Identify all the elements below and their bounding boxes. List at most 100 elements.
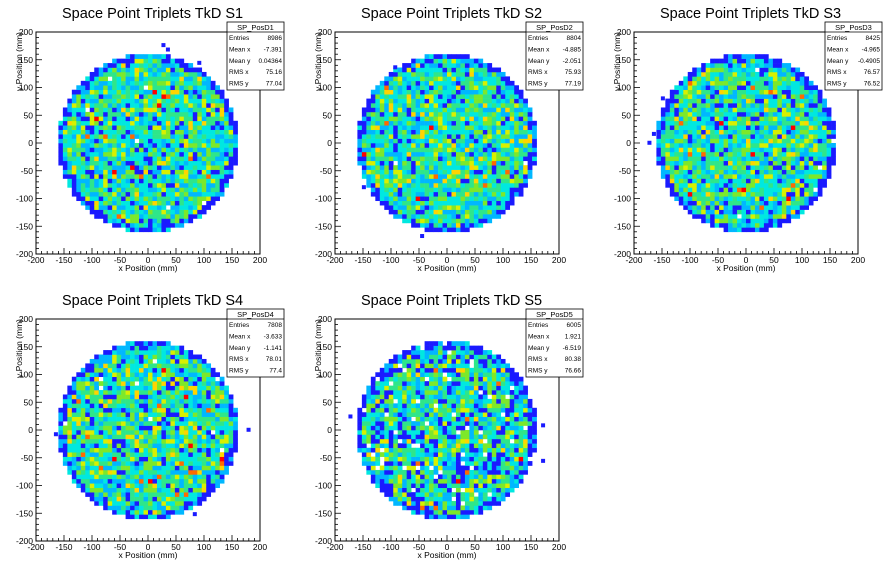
heatmap-bin [487, 165, 493, 170]
heatmap-bin [460, 178, 466, 184]
heatmap-bin [112, 398, 117, 404]
heatmap-bin [656, 134, 662, 139]
heatmap-bin [415, 156, 421, 162]
heatmap-bin [197, 111, 203, 117]
heatmap-bin [148, 80, 153, 86]
heatmap-bin [121, 509, 126, 515]
heatmap-bin [188, 111, 194, 117]
heatmap-bin [98, 174, 104, 179]
heatmap-bin [80, 196, 86, 202]
heatmap-bin [103, 116, 108, 122]
heatmap-bin [130, 421, 135, 426]
heatmap-bin [754, 80, 760, 86]
heatmap-bin [85, 425, 91, 431]
heatmap-bin [183, 218, 189, 224]
heatmap-bin [741, 134, 747, 139]
heatmap-bin [156, 385, 162, 391]
heatmap-bin [62, 165, 68, 170]
heatmap-bin [500, 103, 506, 108]
heatmap-bin [228, 174, 234, 179]
heatmap-bin [201, 151, 207, 157]
heatmap-bin [433, 174, 439, 179]
heatmap-bin [768, 80, 774, 86]
heatmap-bin [763, 214, 769, 219]
x-tick-label: 150 [225, 255, 239, 265]
heatmap-bin [89, 191, 95, 197]
heatmap-bin [125, 80, 131, 86]
heatmap-bin [188, 138, 194, 144]
heatmap-bin [228, 143, 234, 148]
heatmap-bin [429, 165, 434, 170]
heatmap-bin [473, 103, 479, 108]
heatmap-bin [415, 191, 421, 197]
heatmap-bin [759, 111, 765, 117]
heatmap-bin [71, 403, 77, 409]
heatmap-bin [125, 111, 131, 117]
heatmap-bin [402, 129, 407, 135]
heatmap-bin [728, 165, 733, 170]
heatmap-bin [505, 169, 511, 175]
heatmap-bin [719, 94, 724, 99]
heatmap-bin [148, 412, 153, 417]
heatmap-bin [116, 394, 122, 400]
heatmap-bin [174, 125, 180, 130]
heatmap-bin [71, 416, 77, 422]
heatmap-bin [772, 151, 778, 157]
heatmap-bin [201, 169, 207, 175]
heatmap-bin [714, 214, 720, 219]
heatmap-bin [683, 120, 689, 126]
heatmap-bin [799, 98, 805, 104]
heatmap-bin [130, 398, 135, 404]
heatmap-bin [67, 390, 73, 395]
stats-label: Mean y [827, 58, 849, 65]
heatmap-bin [94, 381, 100, 386]
heatmap-bin [402, 165, 407, 170]
heatmap-bin [482, 143, 488, 148]
heatmap-bin [723, 214, 729, 219]
heatmap-bin [192, 156, 198, 162]
heatmap-bin [192, 434, 198, 440]
heatmap-bin [116, 58, 122, 64]
heatmap-bin [514, 151, 519, 157]
heatmap-bin [134, 341, 140, 346]
heatmap-bin [514, 187, 519, 193]
heatmap-bin [148, 111, 153, 117]
heatmap-bin [723, 151, 729, 157]
heatmap-bin [170, 421, 176, 426]
heatmap-bin [746, 156, 751, 162]
heatmap-bin [107, 447, 113, 453]
heatmap-bin [112, 447, 117, 453]
heatmap-bin [799, 143, 805, 148]
heatmap-bin [732, 214, 738, 219]
heatmap-bin [94, 483, 100, 489]
heatmap-bin [660, 151, 666, 157]
heatmap-bin [831, 160, 836, 166]
heatmap-bin [447, 111, 452, 117]
heatmap-bin-outlier [651, 131, 656, 136]
heatmap-bin [719, 85, 724, 91]
heatmap-bin [692, 76, 698, 82]
heatmap-bin [393, 147, 399, 153]
heatmap-bin [139, 182, 144, 188]
heatmap-bin [683, 169, 689, 175]
heatmap-bin [103, 160, 108, 166]
heatmap-bin [156, 443, 162, 449]
heatmap-bin [491, 111, 497, 117]
heatmap-bin [366, 134, 372, 139]
heatmap-bin [763, 76, 769, 82]
heatmap-bin [514, 111, 519, 117]
heatmap-bin [161, 58, 167, 64]
heatmap-bin [402, 125, 407, 130]
heatmap-bin [89, 71, 95, 77]
heatmap-bin [139, 505, 144, 511]
heatmap-bin [424, 71, 430, 77]
heatmap-bin [768, 134, 774, 139]
heatmap-bin [179, 214, 185, 219]
heatmap-bin [76, 412, 82, 417]
heatmap-bin [107, 209, 113, 215]
heatmap-bin [523, 129, 528, 135]
heatmap-bin [206, 196, 212, 202]
heatmap-bin [165, 147, 171, 153]
heatmap-bin [388, 125, 394, 130]
heatmap-bin [85, 138, 91, 144]
